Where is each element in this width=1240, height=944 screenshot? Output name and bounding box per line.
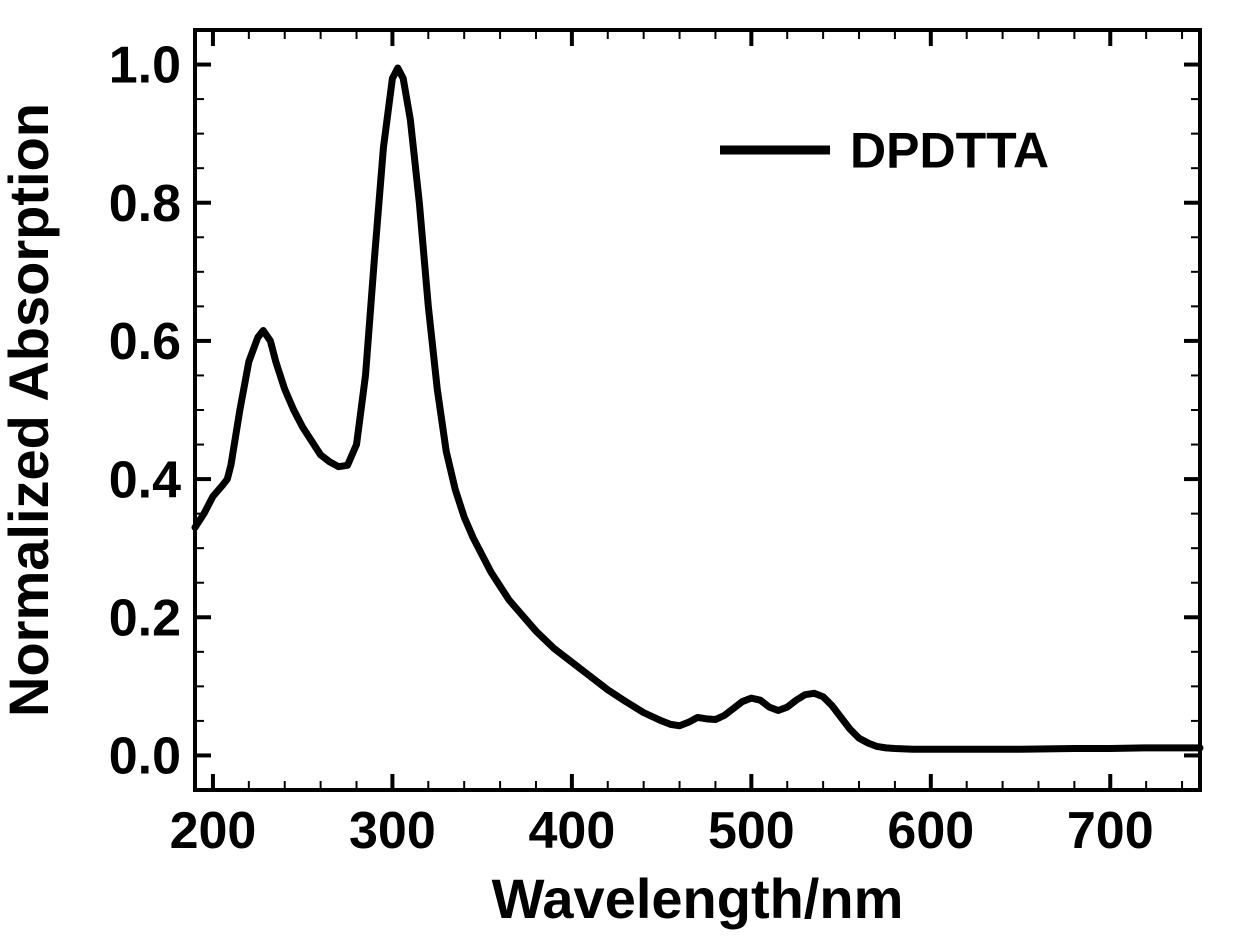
absorption-spectrum-chart: 200 300 400 500 600 700 0.0 0.2 0.4 0.6 0.8 1.0 Wave… [0, 0, 1240, 944]
x-tick-label: 500 [708, 802, 795, 860]
y-tick-label: 0.2 [109, 589, 181, 647]
legend-label: DPDTTA [850, 123, 1049, 179]
y-tick-label: 0.8 [109, 175, 181, 233]
x-tick-label: 300 [349, 802, 436, 860]
x-axis-label: Wavelength/nm [492, 867, 904, 930]
y-tick-label: 0.4 [109, 451, 181, 509]
x-tick-label: 700 [1067, 802, 1154, 860]
x-tick-label: 200 [170, 802, 257, 860]
y-tick-label: 1.0 [109, 37, 181, 95]
y-axis-label: Normalized Absorption [0, 103, 60, 717]
x-tick-label: 600 [887, 802, 974, 860]
y-tick-label: 0.6 [109, 313, 181, 371]
x-tick-label: 400 [528, 802, 615, 860]
chart-container: 200 300 400 500 600 700 0.0 0.2 0.4 0.6 0.8 1.0 Wave… [0, 0, 1240, 944]
y-tick-label: 0.0 [109, 728, 181, 786]
